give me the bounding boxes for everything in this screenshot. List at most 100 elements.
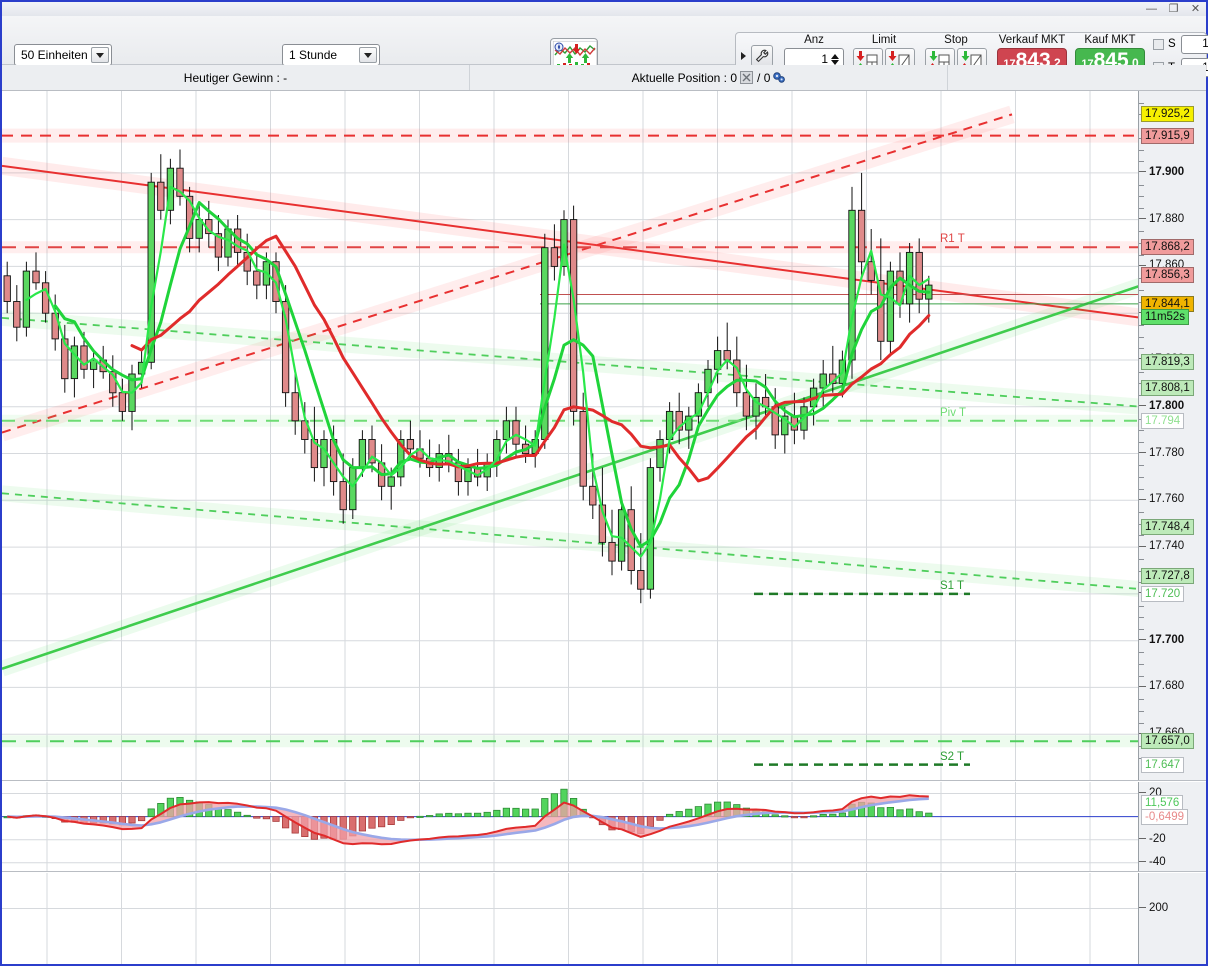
price-marker[interactable]: 17.925,2 [1141, 105, 1194, 122]
pivot-label: R1 T [940, 233, 965, 246]
pivot-label: S2 T [940, 750, 965, 763]
oscillator-pane: 200100030,197 [2, 873, 1206, 964]
price-marker[interactable]: 17.748,4 [1141, 519, 1194, 536]
quantity-spinner-buttons[interactable] [831, 53, 843, 66]
price-marker[interactable]: 17.720 [1141, 585, 1185, 602]
axis-minor-tick [1139, 184, 1144, 186]
price-marker[interactable]: 17.915,9 [1141, 127, 1194, 144]
axis-minor-tick [1139, 710, 1144, 712]
minimize-icon[interactable]: — [1146, 2, 1157, 15]
stoploss-value: 10 [1202, 38, 1208, 51]
axis-minor-tick [1139, 441, 1144, 443]
price-marker-label: 17.915,9 [1141, 127, 1194, 144]
stoploss-checkbox[interactable] [1153, 38, 1164, 50]
axis-minor-tick [1139, 722, 1144, 724]
axis-minor-tick [1139, 465, 1144, 467]
gear-icon[interactable] [772, 71, 786, 84]
axis-minor-tick [1139, 664, 1144, 666]
stop-label: Stop [944, 34, 968, 46]
axis-tick: -20 [1139, 833, 1166, 845]
macd-plot[interactable] [2, 782, 1138, 871]
price-marker[interactable]: 17.657,0 [1141, 733, 1194, 750]
axis-tick: 17.740 [1139, 540, 1184, 552]
price-marker-label: 17.647 [1141, 756, 1185, 773]
oscillator-scale[interactable]: 200100030,197 [1138, 873, 1206, 964]
axis-tick: 17.700 [1139, 634, 1184, 646]
axis-tick: -40 [1139, 856, 1166, 868]
price-marker[interactable]: 17.808,1 [1141, 379, 1194, 396]
axis-minor-tick [1139, 371, 1144, 373]
price-marker-label: 17.808,1 [1141, 379, 1194, 396]
buy-market-label: Kauf MKT [1084, 34, 1136, 46]
price-marker[interactable]: 17.727,8 [1141, 567, 1194, 584]
axis-minor-tick [1139, 149, 1144, 151]
axis-minor-tick [1139, 629, 1144, 630]
flatten-position-icon[interactable] [740, 71, 754, 84]
price-marker-label: 17.727,8 [1141, 567, 1194, 584]
quantity-value: 1 [821, 52, 828, 66]
stoploss-label: S [1168, 38, 1176, 51]
wrench-icon[interactable] [751, 45, 773, 67]
price-marker-label: 17.925,2 [1141, 105, 1194, 122]
timeframe-select-value: 1 Stunde [289, 48, 338, 62]
axis-minor-tick [1139, 512, 1144, 513]
main-toolbar: 50 Einheiten 1 Stunde [2, 16, 1208, 79]
axis-minor-tick [1139, 196, 1144, 198]
stoploss-stepper[interactable]: 10 [1181, 34, 1208, 54]
axis-minor-tick [1139, 289, 1144, 291]
axis-minor-tick [1139, 102, 1144, 104]
daily-profit-text: Heutiger Gewinn : - [183, 70, 288, 85]
price-marker[interactable]: 11m52s [1141, 308, 1190, 325]
macd-scale[interactable]: 20 -20 -40 11,576 -0,6499 [1138, 782, 1206, 871]
oscillator-plot[interactable] [2, 873, 1138, 964]
axis-tick: 17.680 [1139, 680, 1184, 692]
axis-minor-tick [1139, 207, 1144, 209]
price-marker[interactable]: 17.647 [1141, 756, 1185, 773]
price-marker-label: 11m52s [1141, 308, 1190, 325]
price-pane: R1 T Piv T S1 T S2 T 17.900 17.880 17.860 17.8… [2, 91, 1206, 781]
axis-minor-tick [1139, 617, 1144, 619]
close-icon[interactable]: ✕ [1190, 2, 1201, 15]
chevron-down-icon[interactable] [359, 47, 377, 63]
macd-pane: 20 -20 -40 11,576 -0,6499 [2, 782, 1206, 872]
status-infobar: Heutiger Gewinn : - Aktuelle Position : … [2, 65, 1206, 91]
axis-minor-tick [1139, 699, 1144, 701]
timeframe-select[interactable]: 1 Stunde [282, 44, 380, 66]
spinner-down-icon[interactable] [831, 59, 839, 65]
axis-minor-tick [1139, 675, 1144, 677]
axis-minor-tick [1139, 161, 1144, 163]
price-marker-label: 17.720 [1141, 585, 1185, 602]
spinner-up-icon[interactable] [831, 53, 839, 59]
price-marker[interactable]: -0,6499 [1141, 809, 1189, 826]
axis-tick: 200 [1139, 902, 1168, 914]
current-position-text: Aktuelle Position : 0 [631, 70, 738, 85]
price-marker[interactable]: 17.868,2 [1141, 239, 1194, 256]
axis-minor-tick [1139, 430, 1144, 432]
sell-price-decimal: ,2 [1050, 56, 1061, 70]
chevron-down-icon[interactable] [91, 47, 109, 63]
price-marker[interactable]: 17.794 [1141, 412, 1185, 429]
expand-arrow-icon[interactable] [741, 52, 746, 60]
axis-minor-tick [1139, 336, 1144, 338]
axis-minor-tick [1139, 488, 1144, 490]
price-marker[interactable]: 17.819,3 [1141, 353, 1194, 370]
sell-market-label: Verkauf MKT [998, 34, 1066, 46]
axis-tick: 17.760 [1139, 493, 1184, 505]
price-marker-label: 17.819,3 [1141, 353, 1194, 370]
price-marker-label: 17.657,0 [1141, 733, 1194, 750]
price-marker[interactable]: 17.856,3 [1141, 267, 1194, 284]
limit-label: Limit [871, 34, 897, 46]
restore-icon[interactable]: ❐ [1168, 2, 1179, 15]
axis-minor-tick [1139, 558, 1144, 560]
axis-minor-tick [1139, 476, 1144, 478]
price-scale[interactable]: 17.90017.88017.86017.84017.82017.80017.7… [1138, 91, 1206, 780]
current-position-cell: Aktuelle Position : 0 / 0 [470, 65, 948, 90]
axis-tick: 17.780 [1139, 447, 1184, 459]
axis-minor-tick [1139, 535, 1144, 537]
pivot-label: S1 T [940, 579, 965, 592]
units-select[interactable]: 50 Einheiten [14, 44, 112, 66]
window-titlebar: — ❐ ✕ [2, 2, 1206, 16]
quantity-label: Anz [804, 34, 824, 46]
price-plot[interactable]: R1 T Piv T S1 T S2 T [2, 91, 1138, 780]
